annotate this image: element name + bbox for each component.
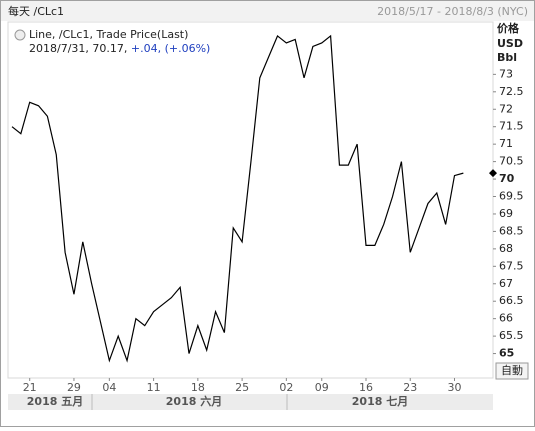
date-range: 2018/5/17 - 2018/8/3 (NYC) (377, 5, 528, 18)
y-tick-label: 67.5 (499, 259, 524, 272)
price-line (11, 34, 464, 363)
legend-change: +.04, (+.06%) (131, 42, 210, 55)
x-tick-label: 21 (23, 381, 37, 394)
y-tick-label: 67 (499, 277, 513, 290)
y-tick-label: 66 (499, 312, 513, 325)
x-tick-label: 23 (403, 381, 417, 394)
x-tick-label: 11 (147, 381, 161, 394)
y-tick-label: 70.5 (499, 155, 524, 168)
x-tick-label: 09 (315, 381, 329, 394)
y-tick-label: 71.5 (499, 120, 524, 133)
month-label: 2018 六月 (166, 394, 222, 408)
y-axis-label: Bbl (497, 51, 517, 64)
y-axis-label: USD (497, 37, 523, 50)
x-tick-label: 18 (191, 381, 205, 394)
last-value-marker (489, 169, 497, 178)
y-tick-label: 72 (499, 102, 513, 115)
auto-button[interactable] (495, 362, 529, 380)
legend-last: 2018/7/31, 70.17, (29, 42, 127, 55)
month-label: 2018 七月 (352, 394, 408, 408)
y-tick-label: 65 (499, 347, 514, 360)
y-tick-label: 72.5 (499, 85, 524, 98)
x-tick-label: 25 (235, 381, 249, 394)
legend-values: 2018/7/31, 70.17, +.04, (+.06%) (29, 42, 210, 55)
y-tick-label: 73 (499, 67, 513, 80)
auto-button-label[interactable]: 自動 (501, 363, 523, 377)
y-axis-label: 价格 (497, 21, 520, 35)
y-tick-label: 70 (499, 172, 515, 185)
y-tick-label: 65.5 (499, 329, 524, 342)
y-tick-label: 68.5 (499, 224, 524, 237)
y-tick-label: 71 (499, 137, 513, 150)
chart-title: 每天 /CLc1 (8, 4, 64, 18)
x-tick-label: 16 (359, 381, 373, 394)
month-band (8, 394, 493, 410)
x-tick-label: 29 (67, 381, 81, 394)
month-label: 2018 五月 (27, 395, 83, 408)
x-tick-label: 04 (102, 381, 116, 394)
x-tick-label: 02 (279, 381, 293, 394)
y-tick-label: 66.5 (499, 294, 524, 307)
x-tick-label: 30 (448, 381, 462, 394)
y-tick-label: 69 (499, 207, 513, 220)
plot-area (7, 21, 494, 379)
legend-icon (14, 29, 26, 41)
y-tick-label: 69.5 (499, 190, 524, 203)
y-tick-label: 68 (499, 242, 513, 255)
legend-title: Line, /CLc1, Trade Price(Last) (29, 28, 188, 41)
header-bar (1, 1, 534, 21)
